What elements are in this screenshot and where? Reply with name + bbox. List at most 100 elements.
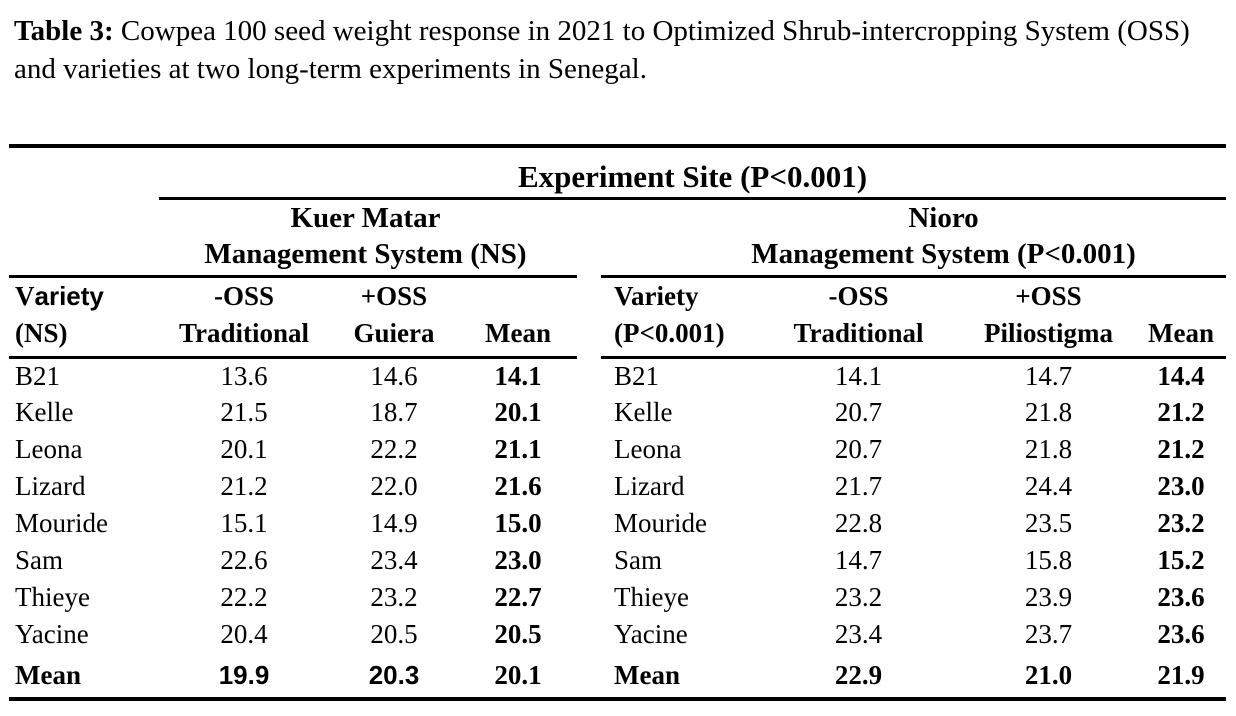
value-cell: 22.2 (370, 434, 418, 464)
column-gap (577, 394, 601, 431)
value-cell: 13.6 (220, 360, 268, 391)
mean-cell: 20.1 (494, 397, 542, 427)
mean-row-grand-mean: 20.1 (459, 653, 577, 701)
site-heading-kuer-matar: Kuer Matar Management System (NS) (9, 198, 577, 278)
table-row-yacine: Yacine 20.4 20.5 20.5 Yacine 23.4 23.7 2… (9, 616, 1226, 653)
results-table: Experiment Site (P<0.001) Kuer Matar Man… (9, 144, 1227, 701)
mean-summary-row: Mean 19.9 20.3 20.1 Mean 22.9 21.0 21.9 (9, 653, 1227, 701)
value-cell: 21.7 (834, 471, 883, 501)
mean-cell: 21.2 (1157, 434, 1205, 464)
value-cell: 18.7 (370, 397, 418, 427)
header-minus-oss-left: -OSS Traditional (159, 276, 329, 359)
table-row-leona: Leona 20.1 22.2 21.1 Leona 20.7 21.8 21.… (9, 431, 1226, 468)
spanner-heading: Experiment Site (P<0.001) (159, 144, 1227, 200)
value-cell: 24.4 (1024, 471, 1073, 501)
mean-cell: 23.2 (1157, 508, 1205, 538)
mean-cell: 22.7 (494, 582, 542, 612)
column-gap (577, 431, 601, 468)
table-row-kelle: Kelle 21.5 18.7 20.1 Kelle 20.7 21.8 21.… (9, 394, 1226, 431)
header-minus-oss-right: -OSS Traditional (756, 276, 961, 359)
value-cell: 23.2 (834, 582, 883, 612)
header-variety-left: Variety (NS) (9, 276, 159, 359)
mean-row-value: 19.9 (159, 653, 329, 701)
variety-cell: Sam (15, 545, 64, 575)
variety-cell: Sam (614, 545, 663, 575)
mean-cell: 21.1 (494, 434, 542, 464)
table-caption-text: Cowpea 100 seed weight response in 2021 … (14, 15, 1190, 85)
mean-row-grand-mean: 21.9 (1136, 653, 1227, 701)
value-cell: 23.7 (1024, 619, 1073, 649)
header-plus-oss-left: +OSS Guiera (329, 276, 459, 359)
header-variety-right: Variety (P<0.001) (601, 276, 756, 359)
value-cell: 22.0 (370, 471, 418, 501)
variety-cell: Leona (614, 434, 682, 464)
mean-cell: 14.4 (1157, 360, 1205, 391)
column-gap (577, 276, 601, 357)
variety-cell: Lizard (614, 471, 685, 501)
column-header-row: Variety (NS) -OSS Traditional +OSS Guier… (9, 276, 1227, 359)
table-caption: Table 3: Cowpea 100 seed weight response… (0, 0, 1236, 88)
variety-cell: Lizard (15, 471, 86, 501)
value-cell: 15.1 (220, 508, 268, 538)
mean-cell: 23.6 (1157, 619, 1205, 649)
value-cell: 23.9 (1024, 582, 1073, 612)
value-cell: 20.7 (834, 397, 883, 427)
column-gap (577, 653, 601, 701)
value-cell: 21.8 (1024, 397, 1073, 427)
column-gap (577, 357, 601, 394)
spanner-spacer-cell (9, 144, 159, 198)
mean-cell: 23.6 (1157, 582, 1205, 612)
mean-row-label: Mean (9, 653, 159, 701)
value-cell: 14.7 (834, 545, 883, 575)
mean-cell: 20.5 (494, 619, 542, 649)
value-cell: 21.5 (220, 397, 268, 427)
column-gap (577, 468, 601, 505)
site-subtitle: Management System (P<0.001) (751, 237, 1136, 270)
site-heading-nioro: Nioro Management System (P<0.001) (601, 198, 1227, 278)
variety-cell: Yacine (15, 619, 89, 649)
variety-cell: Mouride (15, 508, 108, 538)
site-name: Kuer Matar (290, 201, 441, 234)
site-heading-row: Kuer Matar Management System (NS) Nioro … (9, 198, 1227, 278)
variety-cell: B21 (614, 360, 660, 391)
value-cell: 23.4 (834, 619, 883, 649)
value-cell: 14.1 (834, 360, 883, 391)
table-caption-number: Table 3: (14, 15, 114, 47)
column-gap (577, 505, 601, 542)
variety-cell: Mouride (614, 508, 707, 538)
value-cell: 14.9 (370, 508, 418, 538)
variety-cell: Thieye (614, 582, 689, 612)
variety-cell: Yacine (614, 619, 688, 649)
mean-cell: 21.2 (1157, 397, 1205, 427)
column-gap (577, 616, 601, 653)
value-cell: 14.7 (1024, 360, 1073, 391)
table-row-lizard: Lizard 21.2 22.0 21.6 Lizard 21.7 24.4 2… (9, 468, 1226, 505)
site-subtitle: Management System (NS) (204, 237, 527, 270)
variety-cell: Thieye (15, 582, 90, 612)
table-row-mouride: Mouride 15.1 14.9 15.0 Mouride 22.8 23.5… (9, 505, 1226, 542)
header-mean-left: Mean (459, 276, 577, 359)
value-cell: 20.4 (220, 619, 268, 649)
value-cell: 23.4 (370, 545, 418, 575)
value-cell: 14.6 (370, 360, 418, 391)
value-cell: 22.6 (220, 545, 268, 575)
mean-cell: 23.0 (1157, 471, 1205, 501)
variety-cell: Kelle (15, 397, 74, 427)
variety-cell: Leona (15, 434, 83, 464)
site-name: Nioro (908, 201, 979, 234)
value-cell: 21.2 (220, 471, 268, 501)
value-cell: 20.1 (220, 434, 268, 464)
variety-cell: B21 (15, 360, 61, 391)
value-cell: 23.2 (370, 582, 418, 612)
table-row-sam: Sam 22.6 23.4 23.0 Sam 14.7 15.8 15.2 (9, 542, 1226, 579)
spanner-row: Experiment Site (P<0.001) (9, 144, 1227, 200)
variety-cell: Kelle (614, 397, 673, 427)
mean-cell: 21.6 (494, 471, 542, 501)
value-cell: 15.8 (1024, 545, 1073, 575)
column-gap (577, 579, 601, 616)
mean-cell: 23.0 (494, 545, 542, 575)
value-cell: 23.5 (1024, 508, 1073, 538)
header-mean-right: Mean (1136, 276, 1227, 359)
column-gap (577, 198, 601, 276)
